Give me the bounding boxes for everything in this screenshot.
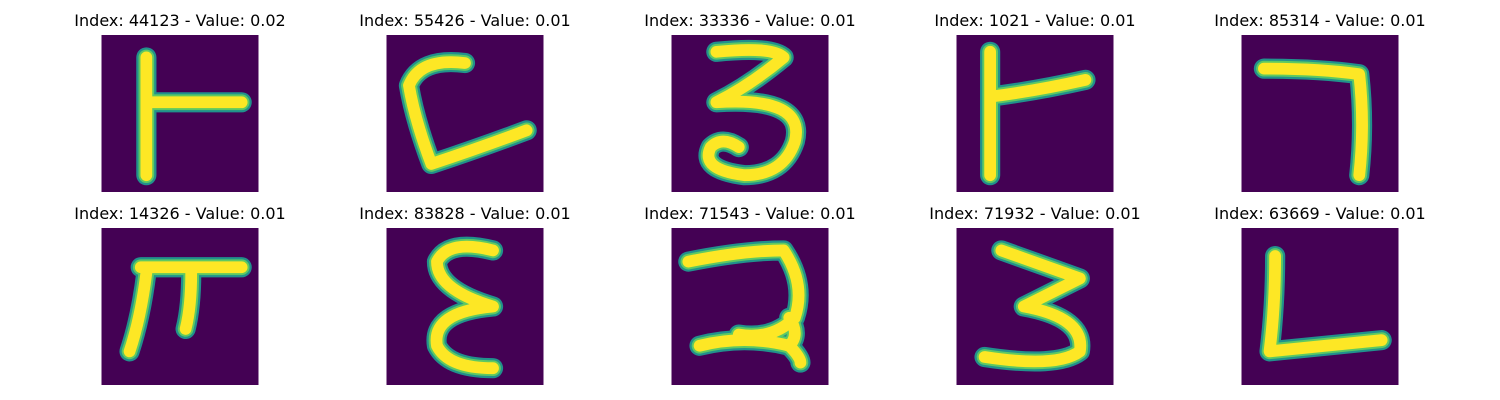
panel-title: Index: 85314 - Value: 0.01 xyxy=(1214,11,1426,30)
sample-image-1 xyxy=(101,35,259,192)
glyph-stroke xyxy=(1263,250,1388,358)
panel-title: Index: 63669 - Value: 0.01 xyxy=(1214,204,1426,223)
sample-image-2 xyxy=(386,35,544,192)
sample-image-5 xyxy=(1241,35,1399,192)
sample-image-7 xyxy=(386,228,544,385)
grid-panel-4: Index: 1021 - Value: 0.01 xyxy=(915,12,1155,197)
glyph-stroke xyxy=(140,51,248,182)
grid-panel-5: Index: 85314 - Value: 0.01 xyxy=(1200,12,1440,197)
panel-title: Index: 55426 - Value: 0.01 xyxy=(359,11,571,30)
glyph-stroke xyxy=(123,261,248,358)
panel-title: Index: 71932 - Value: 0.01 xyxy=(929,204,1141,223)
glyph-stroke xyxy=(702,44,802,182)
glyph-stroke xyxy=(978,244,1087,368)
glyph-stroke xyxy=(403,56,533,170)
panel-title: Index: 14326 - Value: 0.01 xyxy=(74,204,286,223)
grid-panel-6: Index: 14326 - Value: 0.01 xyxy=(60,205,300,390)
grid-panel-3: Index: 33336 - Value: 0.01 xyxy=(630,12,870,197)
sample-image-10 xyxy=(1241,228,1399,385)
sample-image-9 xyxy=(956,228,1114,385)
panel-title: Index: 33336 - Value: 0.01 xyxy=(644,11,856,30)
sample-image-6 xyxy=(101,228,259,385)
panel-title: Index: 1021 - Value: 0.01 xyxy=(934,11,1136,30)
panel-title: Index: 83828 - Value: 0.01 xyxy=(359,204,571,223)
grid-panel-8: Index: 71543 - Value: 0.01 xyxy=(630,205,870,390)
sample-image-4 xyxy=(956,35,1114,192)
sample-image-8 xyxy=(671,228,829,385)
glyph-stroke xyxy=(430,240,499,375)
glyph-stroke xyxy=(984,45,1092,182)
glyph-stroke xyxy=(682,244,807,369)
sample-image-3 xyxy=(671,35,829,192)
glyph-stroke xyxy=(1258,62,1368,182)
grid-panel-10: Index: 63669 - Value: 0.01 xyxy=(1200,205,1440,390)
grid-panel-1: Index: 44123 - Value: 0.02 xyxy=(60,12,300,197)
grid-panel-9: Index: 71932 - Value: 0.01 xyxy=(915,205,1155,390)
grid-panel-2: Index: 55426 - Value: 0.01 xyxy=(345,12,585,197)
panel-title: Index: 44123 - Value: 0.02 xyxy=(74,11,286,30)
panel-title: Index: 71543 - Value: 0.01 xyxy=(644,204,856,223)
grid-panel-7: Index: 83828 - Value: 0.01 xyxy=(345,205,585,390)
